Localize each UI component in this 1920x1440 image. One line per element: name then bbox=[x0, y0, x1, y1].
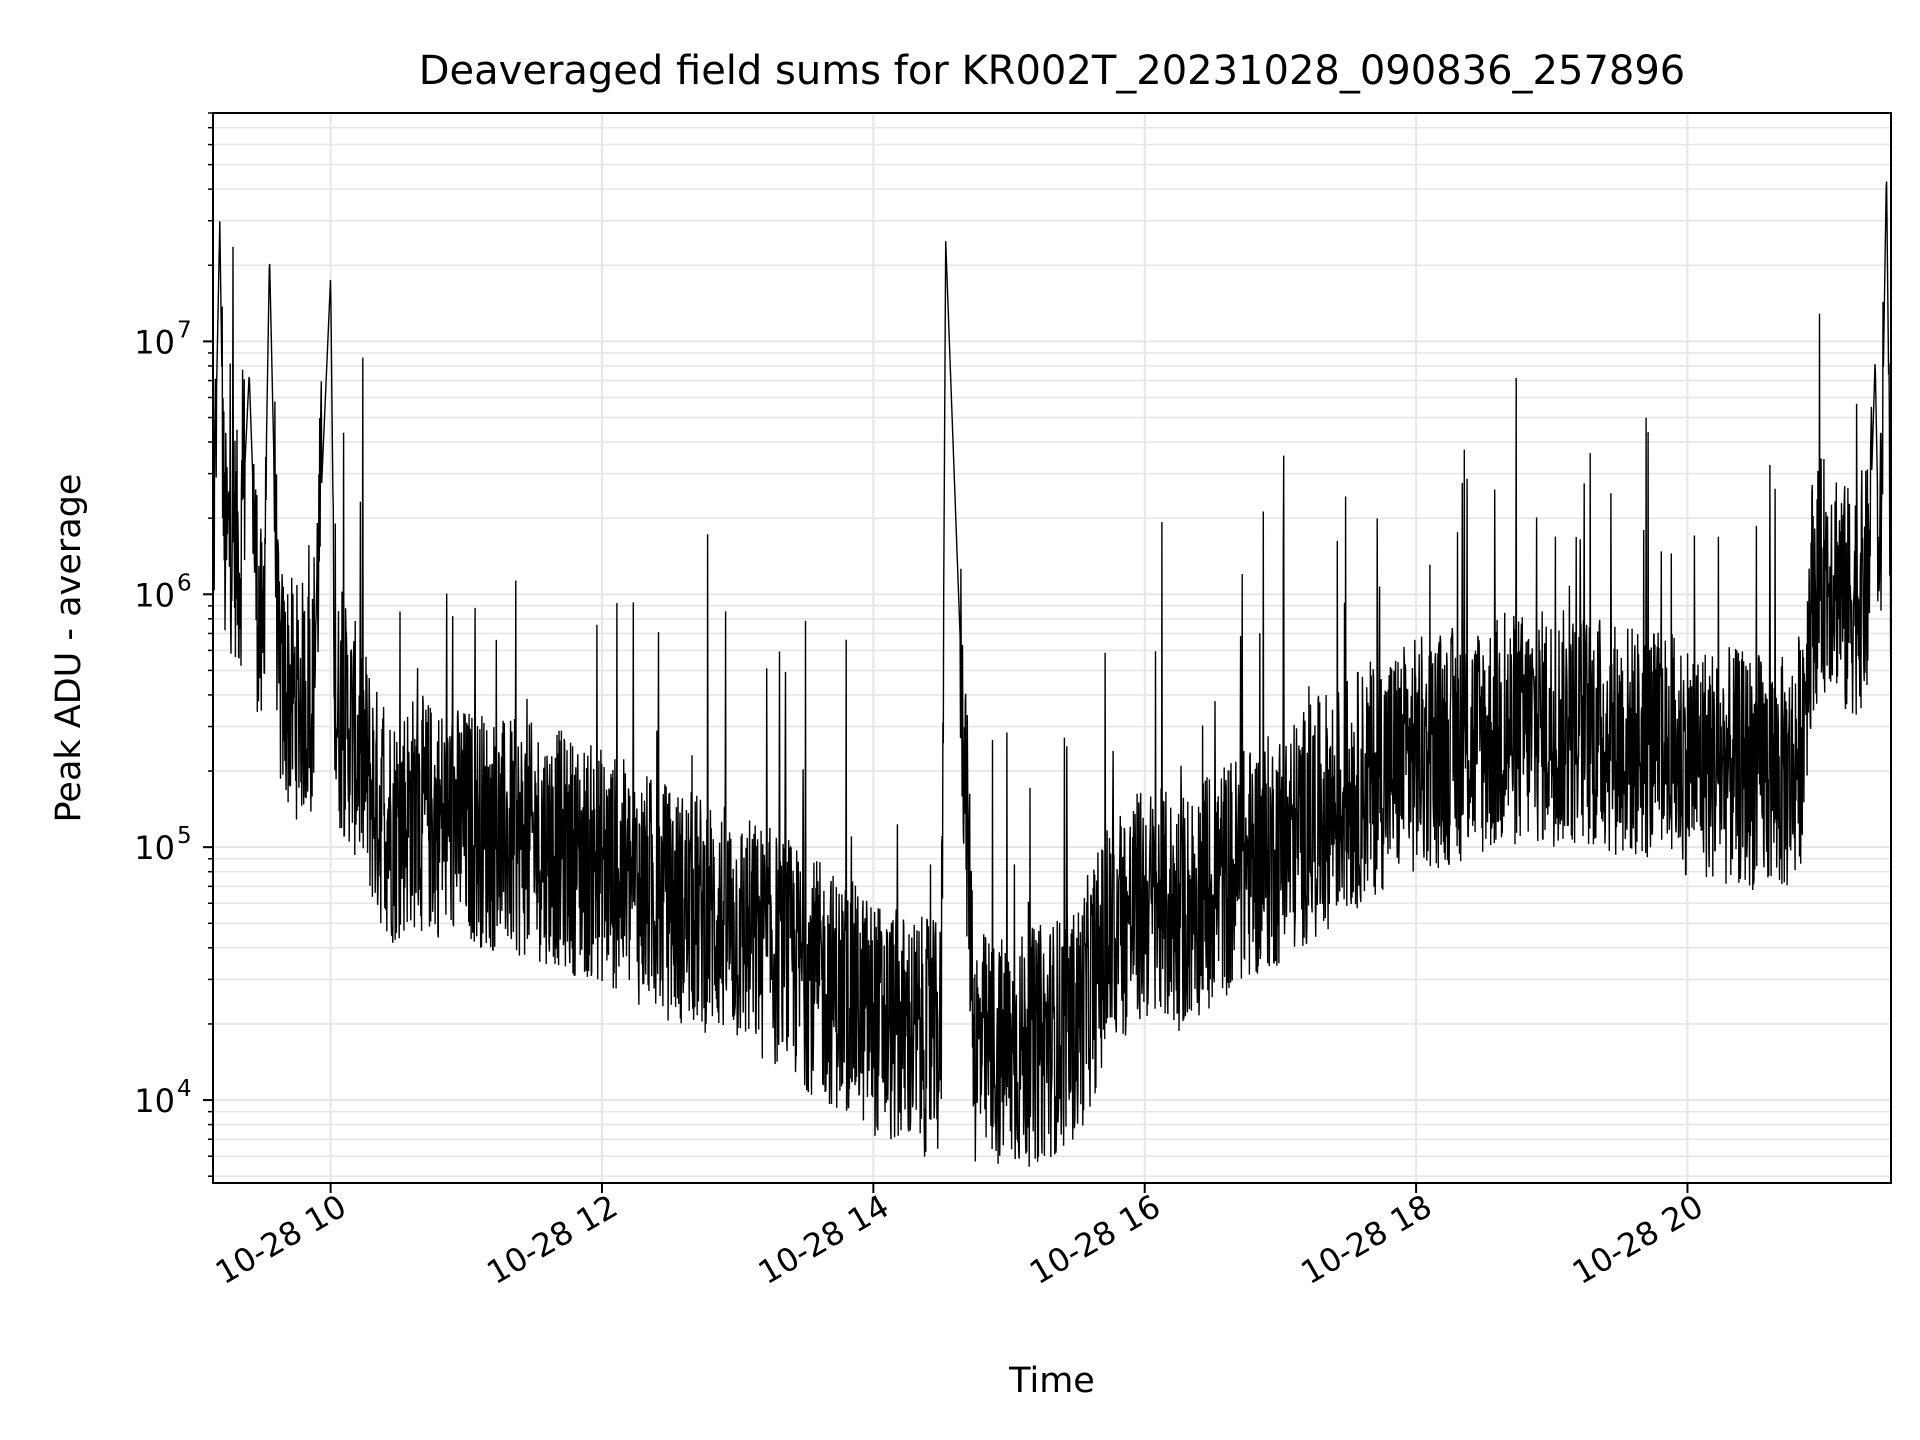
series-line bbox=[212, 181, 1892, 1167]
y-tick-label: 10 bbox=[134, 323, 175, 361]
y-tick-exponent: 4 bbox=[177, 1076, 192, 1102]
y-tick-label: 10 bbox=[134, 576, 175, 614]
chart-title: Deaveraged field sums for KR002T_2023102… bbox=[419, 48, 1686, 94]
y-tick-exponent: 7 bbox=[177, 317, 192, 343]
y-tick-label: 10 bbox=[134, 829, 175, 867]
x-axis-label: Time bbox=[1008, 1361, 1095, 1401]
y-tick-label: 10 bbox=[134, 1082, 175, 1120]
data-line bbox=[212, 181, 1892, 1167]
y-axis-label: Peak ADU - average bbox=[49, 474, 89, 823]
plot-frame bbox=[212, 112, 1892, 1184]
y-tick-exponent: 6 bbox=[177, 570, 192, 596]
y-tick-exponent: 5 bbox=[177, 823, 192, 849]
